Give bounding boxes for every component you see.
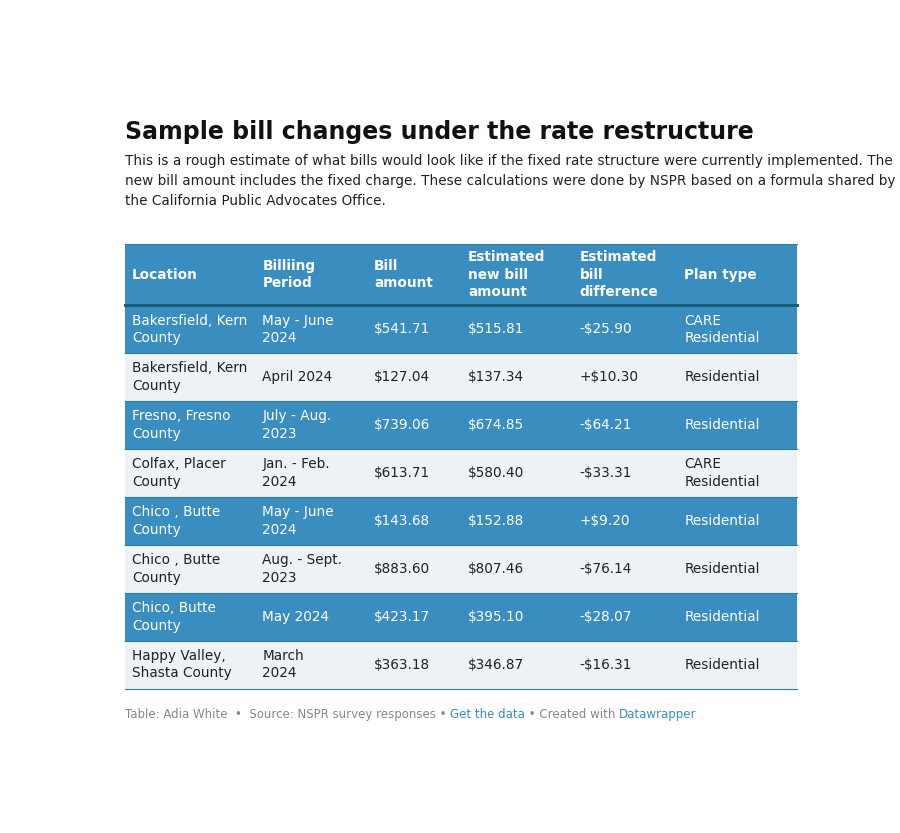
Text: May - June
2024: May - June 2024 <box>263 313 334 345</box>
Text: $739.06: $739.06 <box>374 418 430 432</box>
Bar <box>125 545 797 593</box>
Text: $143.68: $143.68 <box>374 514 430 528</box>
Text: July - Aug.
2023: July - Aug. 2023 <box>263 410 332 441</box>
Text: Residential: Residential <box>685 514 760 528</box>
Text: Happy Valley,
Shasta County: Happy Valley, Shasta County <box>132 649 232 681</box>
Bar <box>125 497 797 545</box>
Text: $423.17: $423.17 <box>374 610 430 624</box>
Text: March
2024: March 2024 <box>263 649 304 681</box>
Text: Residential: Residential <box>685 418 760 432</box>
Text: Bill
amount: Bill amount <box>374 259 433 291</box>
Text: Fresno, Fresno
County: Fresno, Fresno County <box>132 410 230 441</box>
Text: Bakersfield, Kern
County: Bakersfield, Kern County <box>132 313 248 345</box>
Text: $127.04: $127.04 <box>374 370 430 384</box>
Text: CARE
Residential: CARE Residential <box>685 457 760 489</box>
Text: Residential: Residential <box>685 658 760 671</box>
Text: This is a rough estimate of what bills would look like if the fixed rate structu: This is a rough estimate of what bills w… <box>125 154 896 208</box>
Text: -$64.21: -$64.21 <box>580 418 632 432</box>
Text: $152.88: $152.88 <box>468 514 525 528</box>
Text: Table: Adia White  •  Source: NSPR survey responses •: Table: Adia White • Source: NSPR survey … <box>125 708 450 721</box>
Bar <box>125 244 797 305</box>
Bar <box>125 641 797 689</box>
Text: -$33.31: -$33.31 <box>580 466 632 480</box>
Text: April 2024: April 2024 <box>263 370 333 384</box>
Text: -$76.14: -$76.14 <box>580 562 632 576</box>
Text: $137.34: $137.34 <box>468 370 525 384</box>
Text: Location: Location <box>132 267 198 282</box>
Text: Aug. - Sept.
2023: Aug. - Sept. 2023 <box>263 553 343 585</box>
Text: Estimated
bill
difference: Estimated bill difference <box>580 251 659 299</box>
Text: Estimated
new bill
amount: Estimated new bill amount <box>468 251 545 299</box>
Text: $363.18: $363.18 <box>374 658 430 671</box>
Text: $395.10: $395.10 <box>468 610 525 624</box>
Text: Chico , Butte
County: Chico , Butte County <box>132 553 220 585</box>
Bar <box>125 593 797 641</box>
Text: Residential: Residential <box>685 370 760 384</box>
Bar <box>125 449 797 497</box>
Text: Billiing
Period: Billiing Period <box>263 259 316 291</box>
Text: $674.85: $674.85 <box>468 418 525 432</box>
Text: Residential: Residential <box>685 562 760 576</box>
Text: Datawrapper: Datawrapper <box>619 708 697 721</box>
Text: • Created with: • Created with <box>526 708 619 721</box>
Text: -$16.31: -$16.31 <box>580 658 632 671</box>
Bar <box>125 402 797 449</box>
Text: Residential: Residential <box>685 610 760 624</box>
Text: +$10.30: +$10.30 <box>580 370 639 384</box>
Text: Colfax, Placer
County: Colfax, Placer County <box>132 457 226 489</box>
Text: Jan. - Feb.
2024: Jan. - Feb. 2024 <box>263 457 330 489</box>
Text: $807.46: $807.46 <box>468 562 525 576</box>
Bar <box>125 305 797 353</box>
Text: Chico , Butte
County: Chico , Butte County <box>132 506 220 536</box>
Text: $580.40: $580.40 <box>468 466 525 480</box>
Text: $515.81: $515.81 <box>468 322 525 337</box>
Text: CARE
Residential: CARE Residential <box>685 313 760 345</box>
Text: May - June
2024: May - June 2024 <box>263 506 334 536</box>
Text: May 2024: May 2024 <box>263 610 329 624</box>
Text: $883.60: $883.60 <box>374 562 430 576</box>
Text: Bakersfield, Kern
County: Bakersfield, Kern County <box>132 362 248 393</box>
Text: $541.71: $541.71 <box>374 322 430 337</box>
Text: -$28.07: -$28.07 <box>580 610 632 624</box>
Text: Chico, Butte
County: Chico, Butte County <box>132 601 216 632</box>
Text: Sample bill changes under the rate restructure: Sample bill changes under the rate restr… <box>125 121 754 144</box>
Text: +$9.20: +$9.20 <box>580 514 630 528</box>
Text: Get the data: Get the data <box>450 708 526 721</box>
Bar <box>125 353 797 402</box>
Text: Plan type: Plan type <box>685 267 757 282</box>
Text: $613.71: $613.71 <box>374 466 430 480</box>
Text: $346.87: $346.87 <box>468 658 525 671</box>
Text: -$25.90: -$25.90 <box>580 322 633 337</box>
